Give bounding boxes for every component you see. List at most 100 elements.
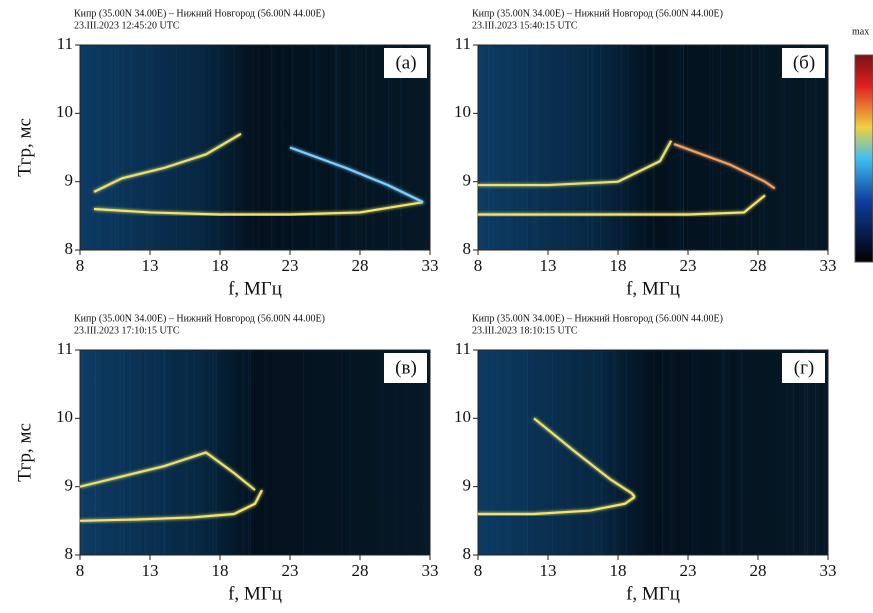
noise-streak — [556, 350, 558, 555]
noise-streak — [758, 45, 760, 250]
panel-label: (а) — [395, 52, 416, 73]
noise-streak — [551, 45, 552, 250]
noise-streak — [721, 350, 723, 555]
noise-streak — [145, 45, 147, 250]
noise-streak — [492, 350, 494, 555]
noise-streak — [387, 45, 389, 250]
noise-streak — [366, 45, 368, 250]
noise-streak — [81, 350, 83, 555]
noise-streak — [804, 350, 806, 555]
noise-streak — [351, 45, 353, 250]
noise-streak — [806, 45, 808, 250]
colorbar — [854, 54, 873, 263]
x-tick-label: 13 — [142, 256, 159, 275]
x-tick-label: 8 — [76, 256, 85, 275]
noise-streak — [122, 45, 124, 250]
y-tick-label: 9 — [463, 171, 472, 190]
noise-streak — [265, 350, 267, 555]
noise-streak — [669, 45, 671, 250]
noise-streak — [620, 45, 622, 250]
noise-streak — [536, 45, 538, 250]
x-axis-label: f, МГц — [228, 278, 282, 299]
noise-streak — [209, 350, 211, 555]
noise-streak — [806, 350, 808, 555]
noise-streak — [543, 350, 545, 555]
x-tick-label: 23 — [680, 256, 697, 275]
noise-streak — [815, 45, 817, 250]
noise-streak — [169, 45, 170, 250]
noise-streak — [768, 350, 769, 555]
plot-frame — [477, 44, 829, 251]
x-tick-label: 8 — [76, 561, 85, 580]
noise-streak — [208, 45, 210, 250]
noise-streak — [523, 350, 525, 555]
noise-streak — [637, 350, 638, 555]
panel-subtitle: 23.III.2023 17:10:15 UTC — [74, 325, 180, 336]
noise-streak — [720, 45, 722, 250]
noise-streak — [89, 350, 91, 555]
noise-streak — [289, 350, 291, 555]
noise-streak — [586, 45, 587, 250]
noise-streak — [130, 45, 132, 250]
noise-streak — [193, 350, 195, 555]
noise-streak — [487, 45, 489, 250]
y-tick-label: 11 — [57, 339, 73, 358]
noise-streak — [158, 350, 160, 555]
noise-streak — [399, 45, 401, 250]
y-tick-label: 11 — [455, 339, 471, 358]
noise-streak — [627, 45, 629, 250]
noise-streak — [318, 45, 319, 250]
panel-label-box — [384, 353, 427, 383]
noise-streak — [662, 45, 663, 250]
y-tick-label: 8 — [463, 239, 472, 258]
noise-streak — [823, 350, 825, 555]
noise-streak — [179, 45, 181, 250]
panel-title: Кипр (35.00N 34.00E) – Нижний Новгород (… — [74, 313, 325, 324]
trace — [478, 496, 636, 516]
noise-streak — [417, 350, 419, 555]
y-tick-label: 9 — [65, 171, 74, 190]
noise-streak — [257, 45, 259, 250]
noise-streak — [644, 45, 646, 250]
noise-streak — [281, 45, 283, 250]
noise-streak — [234, 45, 236, 250]
noise-streak — [204, 45, 206, 250]
noise-streak — [671, 350, 673, 555]
plot-background — [478, 45, 828, 250]
noise-streak — [197, 45, 199, 250]
noise-streak — [121, 350, 123, 555]
noise-streak — [98, 45, 100, 250]
noise-streak — [526, 45, 528, 250]
noise-streak — [228, 350, 229, 555]
noise-streak — [762, 45, 763, 250]
plot-background — [80, 45, 430, 250]
x-tick-label: 33 — [820, 256, 837, 275]
noise-streak — [129, 350, 131, 555]
noise-streak — [600, 45, 602, 250]
noise-streak — [815, 350, 817, 555]
noise-streak — [669, 350, 671, 555]
noise-streak — [712, 45, 714, 250]
noise-streak — [579, 350, 581, 555]
noise-streak — [616, 350, 617, 555]
noise-streak — [331, 350, 332, 555]
noise-streak — [131, 45, 133, 250]
noise-streak — [95, 350, 97, 555]
noise-streak — [616, 45, 618, 250]
noise-streak — [216, 350, 218, 555]
noise-streak — [522, 45, 524, 250]
noise-streak — [148, 350, 150, 555]
noise-streak — [334, 45, 336, 250]
noise-streak — [527, 350, 529, 555]
noise-streak — [488, 45, 490, 250]
noise-streak — [625, 350, 627, 555]
x-tick-label: 18 — [212, 256, 229, 275]
x-axis-label: f, МГц — [626, 583, 680, 604]
noise-streak — [124, 350, 126, 555]
noise-streak — [242, 350, 244, 555]
noise-streak — [611, 350, 612, 555]
noise-streak — [808, 350, 810, 555]
x-tick-label: 28 — [750, 561, 767, 580]
noise-streak — [793, 350, 795, 555]
